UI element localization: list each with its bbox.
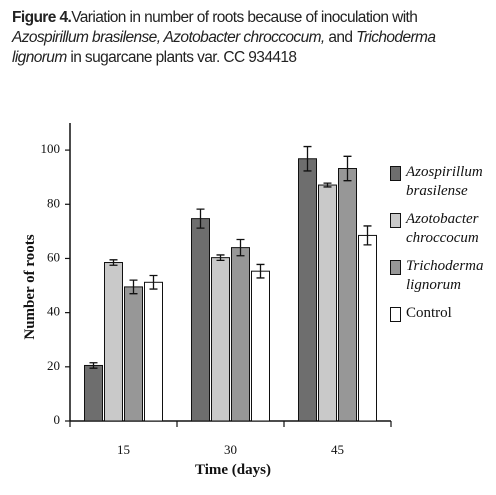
legend-item: Azospirillum brasilense xyxy=(390,163,494,201)
bar xyxy=(251,270,270,422)
caption-text: in sugarcane plants var. CC 934418 xyxy=(66,49,297,66)
x-tick-label: 30 xyxy=(224,442,237,457)
caption-text: Variation in number of roots because of … xyxy=(71,9,418,26)
bar xyxy=(358,234,377,422)
legend-swatch xyxy=(390,260,401,275)
legend-swatch xyxy=(390,213,401,228)
y-tick-label: 100 xyxy=(41,141,61,156)
legend-swatch xyxy=(390,166,401,181)
x-axis-title: Time (days) xyxy=(195,462,271,478)
caption-text: Azospirillum brasilense, Azotobacter chr… xyxy=(12,29,325,46)
error-bar xyxy=(216,254,225,262)
legend-label: Trichoderma lignorum xyxy=(406,258,484,293)
caption-text: and xyxy=(324,29,357,46)
y-tick-label: 20 xyxy=(47,358,60,373)
x-tick-label: 45 xyxy=(331,442,344,457)
bar xyxy=(191,218,210,422)
bar xyxy=(298,158,317,422)
bar xyxy=(124,286,143,422)
bar xyxy=(211,257,230,422)
y-tick-label: 40 xyxy=(47,304,60,319)
legend-swatch xyxy=(390,307,401,322)
error-bar xyxy=(149,274,158,290)
error-bar xyxy=(303,145,312,172)
bar xyxy=(104,262,123,422)
caption-text: Trichoderma lignorum xyxy=(12,29,436,66)
legend-label: Control xyxy=(406,305,452,321)
bar xyxy=(318,184,337,422)
y-tick-label: 80 xyxy=(47,195,60,210)
y-axis-title: Number of roots xyxy=(22,234,38,339)
caption-label: Figure 4. xyxy=(12,9,72,26)
error-bar xyxy=(363,225,372,246)
error-bar xyxy=(196,208,205,229)
legend: Azospirillum brasilense Azotobacter chroc… xyxy=(390,163,494,332)
bar xyxy=(338,168,357,422)
error-bar xyxy=(89,362,98,369)
error-bar xyxy=(256,263,265,279)
error-bar xyxy=(129,279,138,295)
bar xyxy=(84,364,103,422)
legend-label: Azospirillum brasilense xyxy=(406,164,483,199)
x-tick-label: 15 xyxy=(117,442,130,457)
error-bar xyxy=(323,182,332,188)
y-tick-label: 0 xyxy=(54,412,61,427)
legend-label: Azotobacter chroccocum xyxy=(406,211,479,246)
bar xyxy=(144,281,163,422)
y-tick-label: 60 xyxy=(47,249,60,264)
bar xyxy=(231,247,250,422)
error-bar xyxy=(343,155,352,182)
legend-item: Azotobacter chroccocum xyxy=(390,210,494,248)
error-bar xyxy=(109,259,118,266)
caption: Figure 4.Variation in number of roots be… xyxy=(12,8,490,68)
legend-item: Control xyxy=(390,304,494,323)
legend-item: Trichoderma lignorum xyxy=(390,257,494,295)
error-bar xyxy=(236,238,245,257)
